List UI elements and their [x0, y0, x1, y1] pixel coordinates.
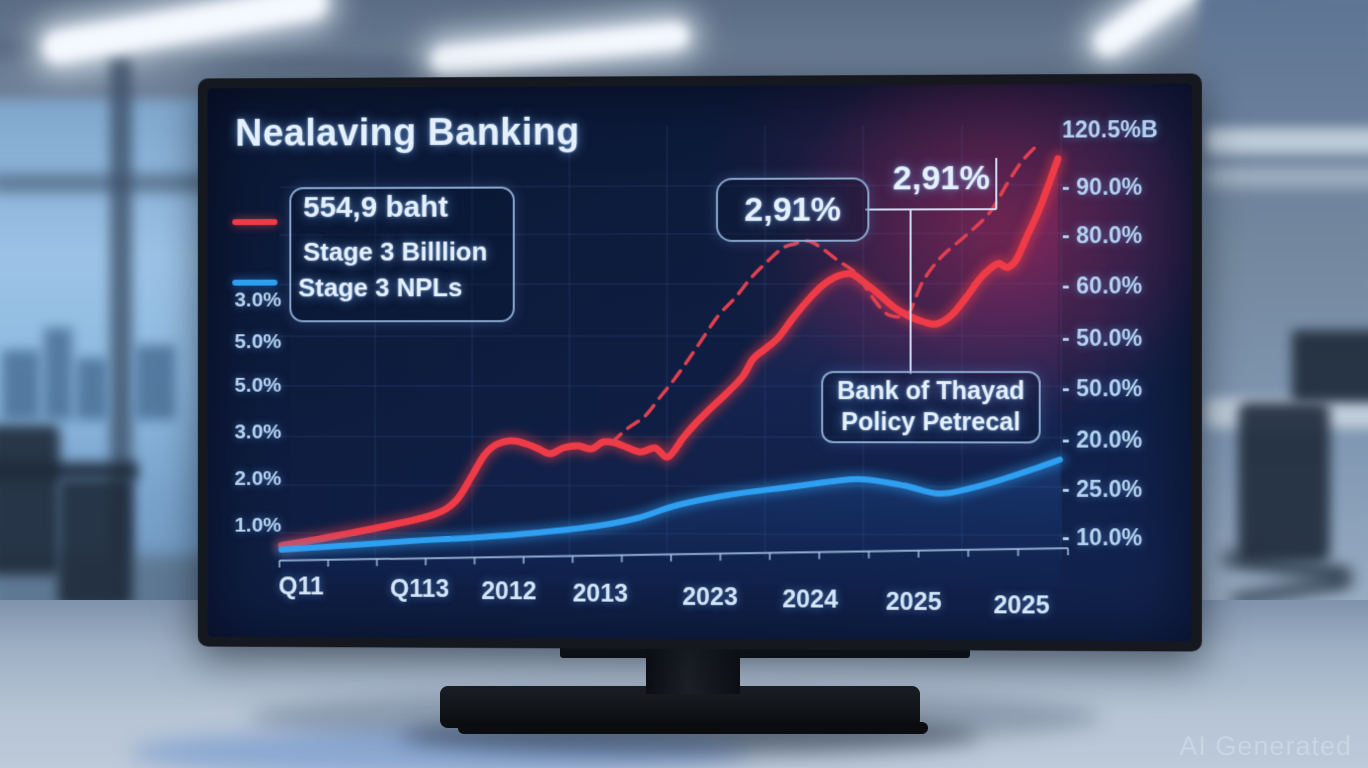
callout-value-label: 2,91%	[892, 158, 990, 198]
left-axis-tick-label: 2.0%	[234, 467, 282, 491]
office-chair	[58, 478, 132, 608]
legend-label-stage3-npls: Stage 3 NPLs	[298, 272, 463, 303]
left-axis-tick-label: 5.0%	[234, 373, 282, 397]
window-frame	[0, 176, 220, 190]
red-line-swatch	[232, 219, 278, 226]
legend-value: 554,9 baht	[303, 190, 449, 224]
x-axis-tick-label: Q11	[278, 572, 324, 601]
right-axis-tick-label: - 50.0%	[1061, 375, 1143, 402]
skyline-building	[76, 358, 108, 420]
right-axis-tick-label: - 25.0%	[1061, 475, 1143, 503]
screen-glow-reflection	[130, 730, 750, 768]
left-axis-tick-label: 3.0%	[234, 420, 282, 444]
ai-generated-watermark: AI Generated	[1179, 731, 1352, 761]
chart-x-axis	[279, 546, 1068, 571]
blue-line-swatch	[232, 279, 278, 286]
legend-label-stage3-billion: Stage 3 Billlion	[303, 236, 488, 267]
skyline-building	[135, 345, 175, 420]
x-axis-tick-label: 2025	[993, 591, 1050, 620]
right-axis-tick-label: - 60.0%	[1061, 272, 1143, 299]
x-axis-tick-label: 2024	[782, 585, 839, 614]
policy-annotation-box: Bank of Thayad Policy Petrecal	[821, 371, 1041, 444]
right-axis-tick-label: - 80.0%	[1061, 221, 1143, 249]
screen: Nealaving Banking 554,9 baht Stage 3 Bil…	[207, 83, 1192, 642]
callout-value-box: 2,91%	[715, 177, 870, 242]
policy-line-1: Bank of Thayad	[837, 377, 1025, 406]
skyline-building	[2, 350, 40, 420]
left-axis-tick-label: 3.0%	[234, 288, 282, 312]
left-axis-tick-label: 5.0%	[234, 330, 282, 354]
right-axis-tick-label: - 90.0%	[1061, 173, 1143, 200]
right-axis-tick-label: 120.5%B	[1061, 116, 1158, 143]
x-axis-tick-label: 2025	[885, 587, 942, 617]
chart-title: Nealaving Banking	[235, 111, 580, 155]
right-axis-tick-label: - 10.0%	[1061, 524, 1143, 551]
left-axis-tick-label: 1.0%	[234, 513, 282, 537]
office-chair	[0, 425, 60, 575]
x-axis-tick-label: 2013	[572, 579, 628, 608]
red-haze-glow	[778, 83, 1192, 427]
glass-partition-band	[1205, 128, 1368, 154]
npl-chart	[208, 83, 1192, 588]
office-chair	[1238, 402, 1330, 562]
monitor: Nealaving Banking 554,9 baht Stage 3 Bil…	[197, 73, 1202, 652]
blue-solid-area	[281, 458, 1060, 588]
meeting-table	[0, 462, 138, 480]
right-axis-tick-label: - 20.0%	[1061, 426, 1143, 453]
x-axis-tick-label: 2023	[682, 582, 738, 612]
right-axis-tick-label: - 50.0%	[1061, 324, 1143, 351]
monitor-stand-neck	[646, 648, 740, 694]
background-monitor	[1292, 330, 1368, 402]
policy-line-2: Policy Petrecal	[841, 408, 1021, 437]
glass-partition-band	[1205, 168, 1368, 186]
monitor-stand-base-lip	[458, 722, 928, 734]
skyline-building	[44, 328, 72, 420]
